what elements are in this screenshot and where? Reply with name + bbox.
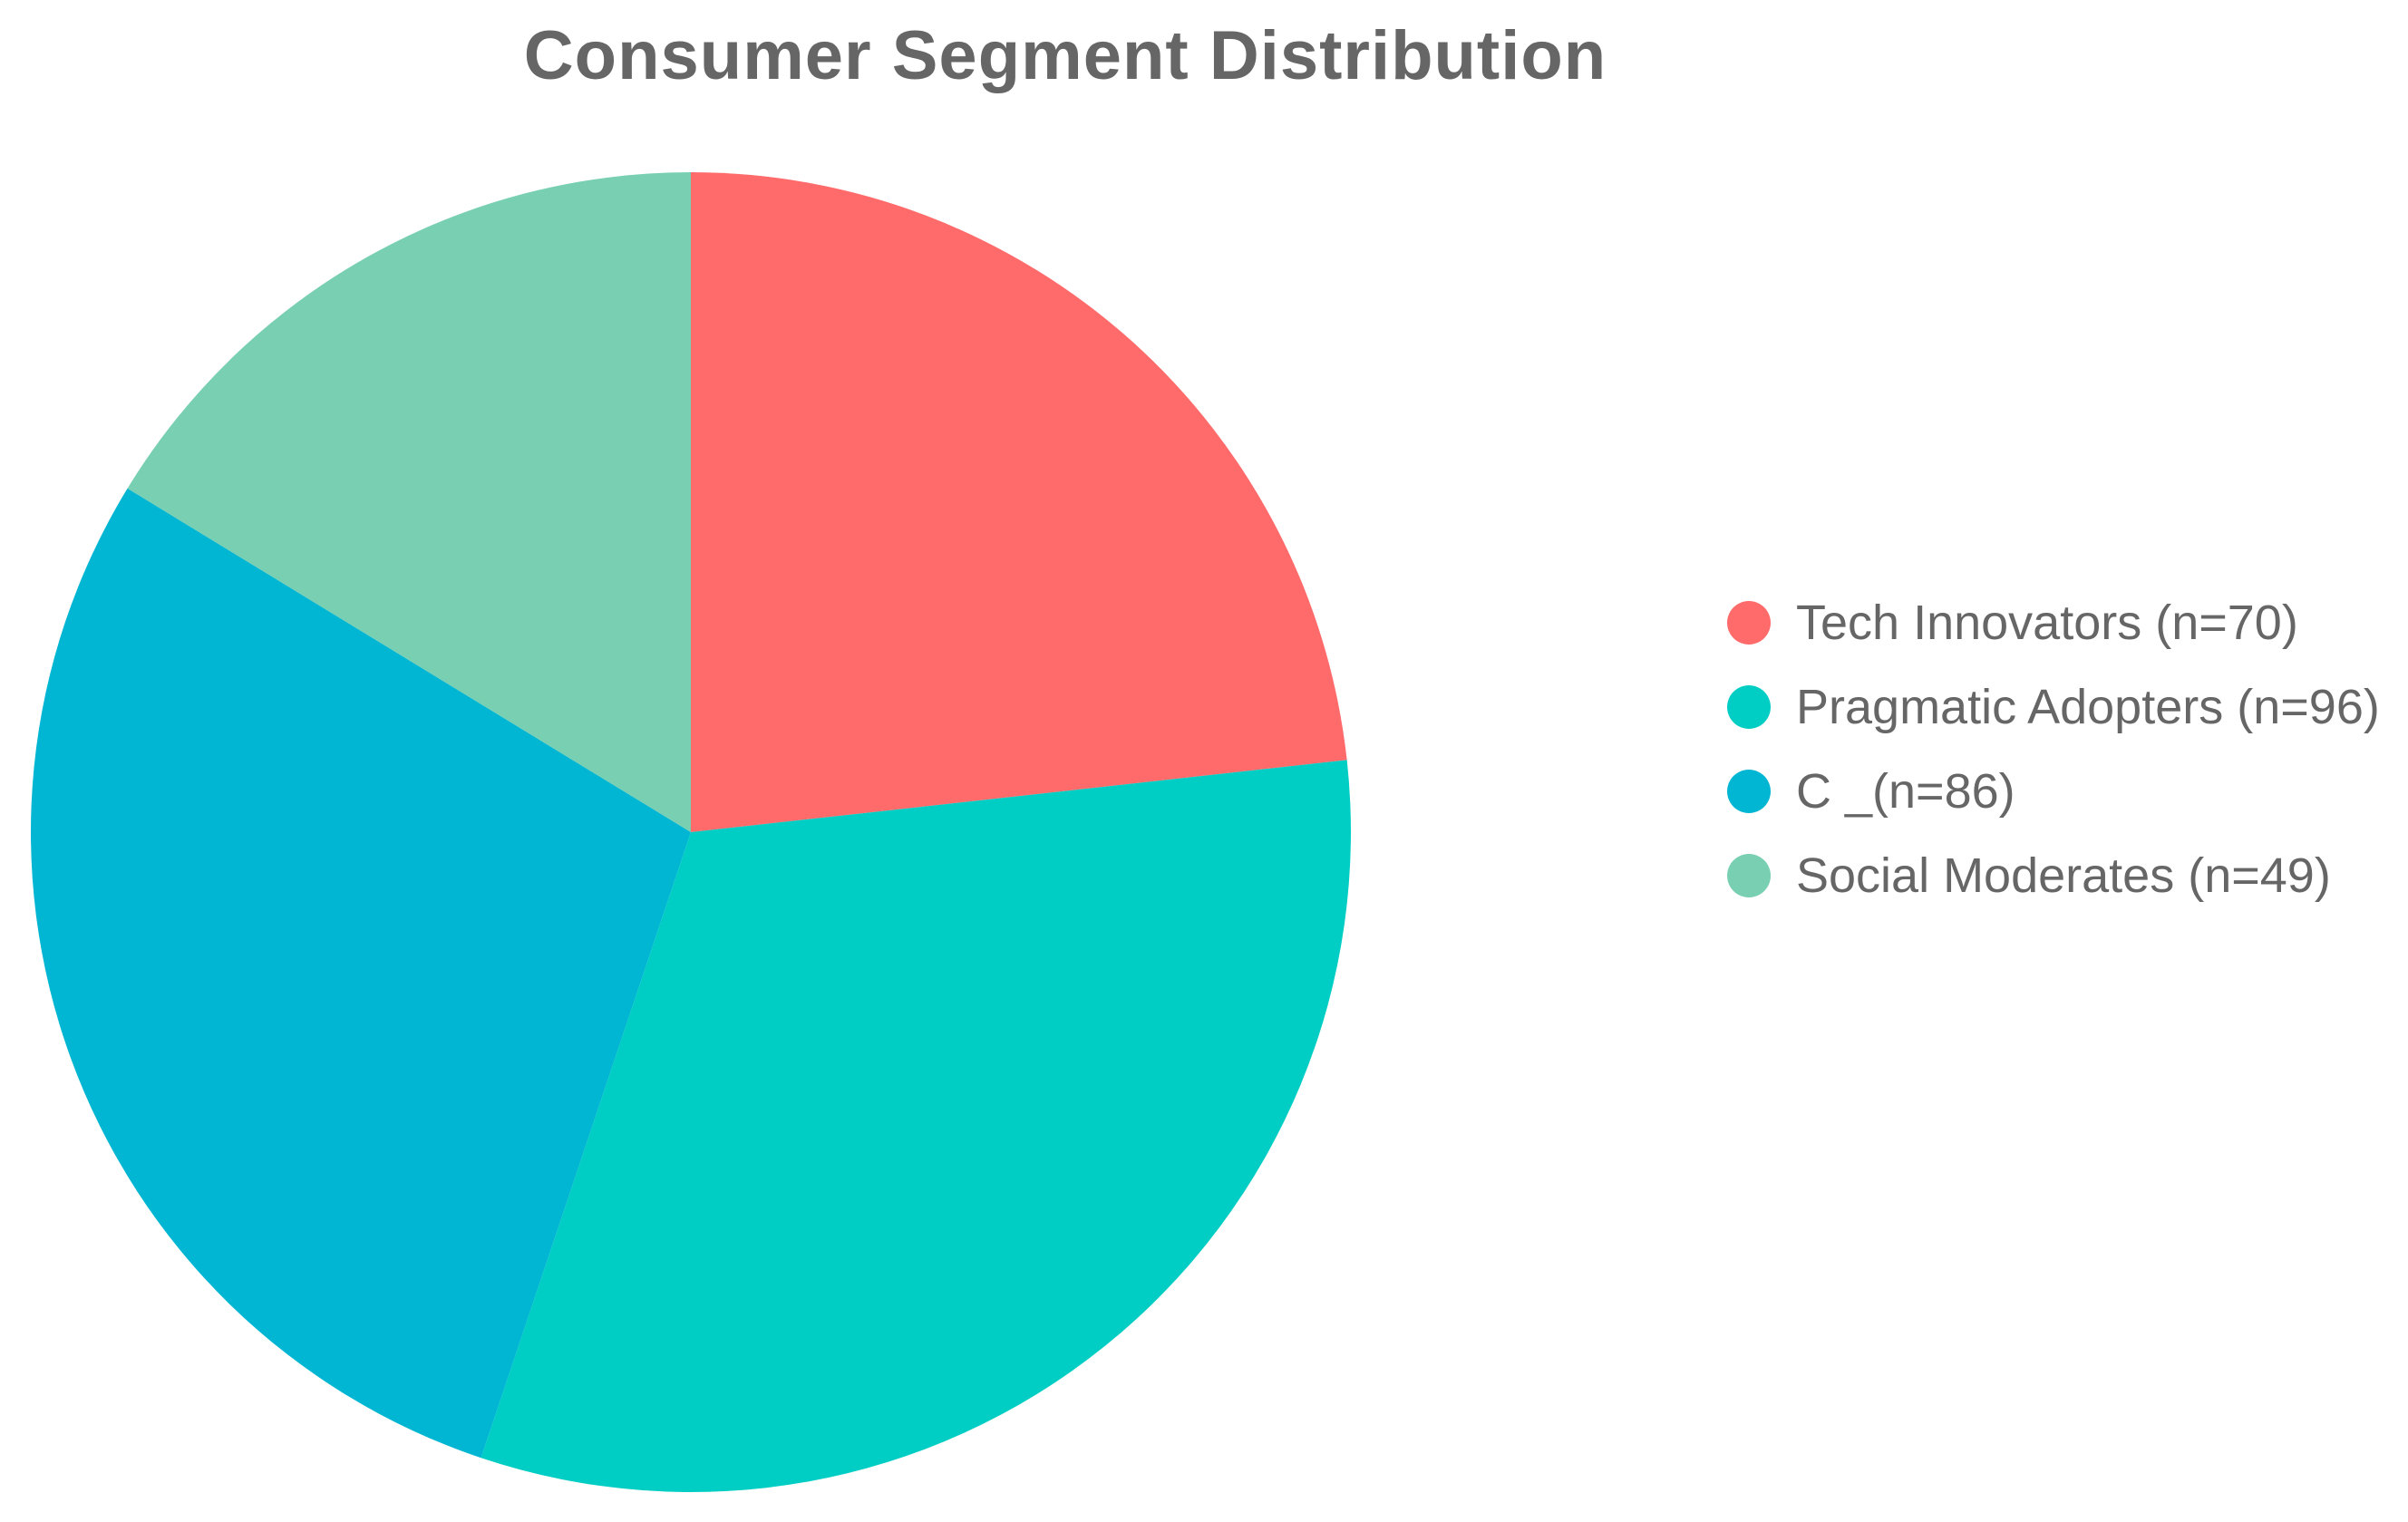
legend-label: Social Moderates (n=49): [1796, 848, 2331, 903]
pie-slice-3[interactable]: [30, 488, 692, 1459]
legend-item[interactable]: C _(n=86): [1727, 749, 2380, 833]
legend-label: Pragmatic Adopters (n=96): [1796, 679, 2380, 734]
legend-swatch-icon: [1727, 769, 1771, 813]
chart-title: Consumer Segment Distribution: [523, 17, 1607, 94]
legend-swatch-icon: [1727, 600, 1771, 645]
pie-slice-1[interactable]: [691, 172, 1347, 832]
legend-item[interactable]: Tech Innovators (n=70): [1727, 580, 2380, 664]
chart-legend: Tech Innovators (n=70) Pragmatic Adopter…: [1727, 580, 2380, 917]
legend-label: C _(n=86): [1796, 763, 2015, 819]
legend-item[interactable]: Social Moderates (n=49): [1727, 833, 2380, 917]
legend-swatch-icon: [1727, 853, 1771, 897]
legend-swatch-icon: [1727, 684, 1771, 729]
pie-slice-2[interactable]: [481, 760, 1351, 1492]
pie-slices: [30, 172, 1351, 1492]
legend-item[interactable]: Pragmatic Adopters (n=96): [1727, 664, 2380, 749]
pie-slice-4[interactable]: [127, 172, 691, 832]
legend-label: Tech Innovators (n=70): [1796, 595, 2298, 650]
